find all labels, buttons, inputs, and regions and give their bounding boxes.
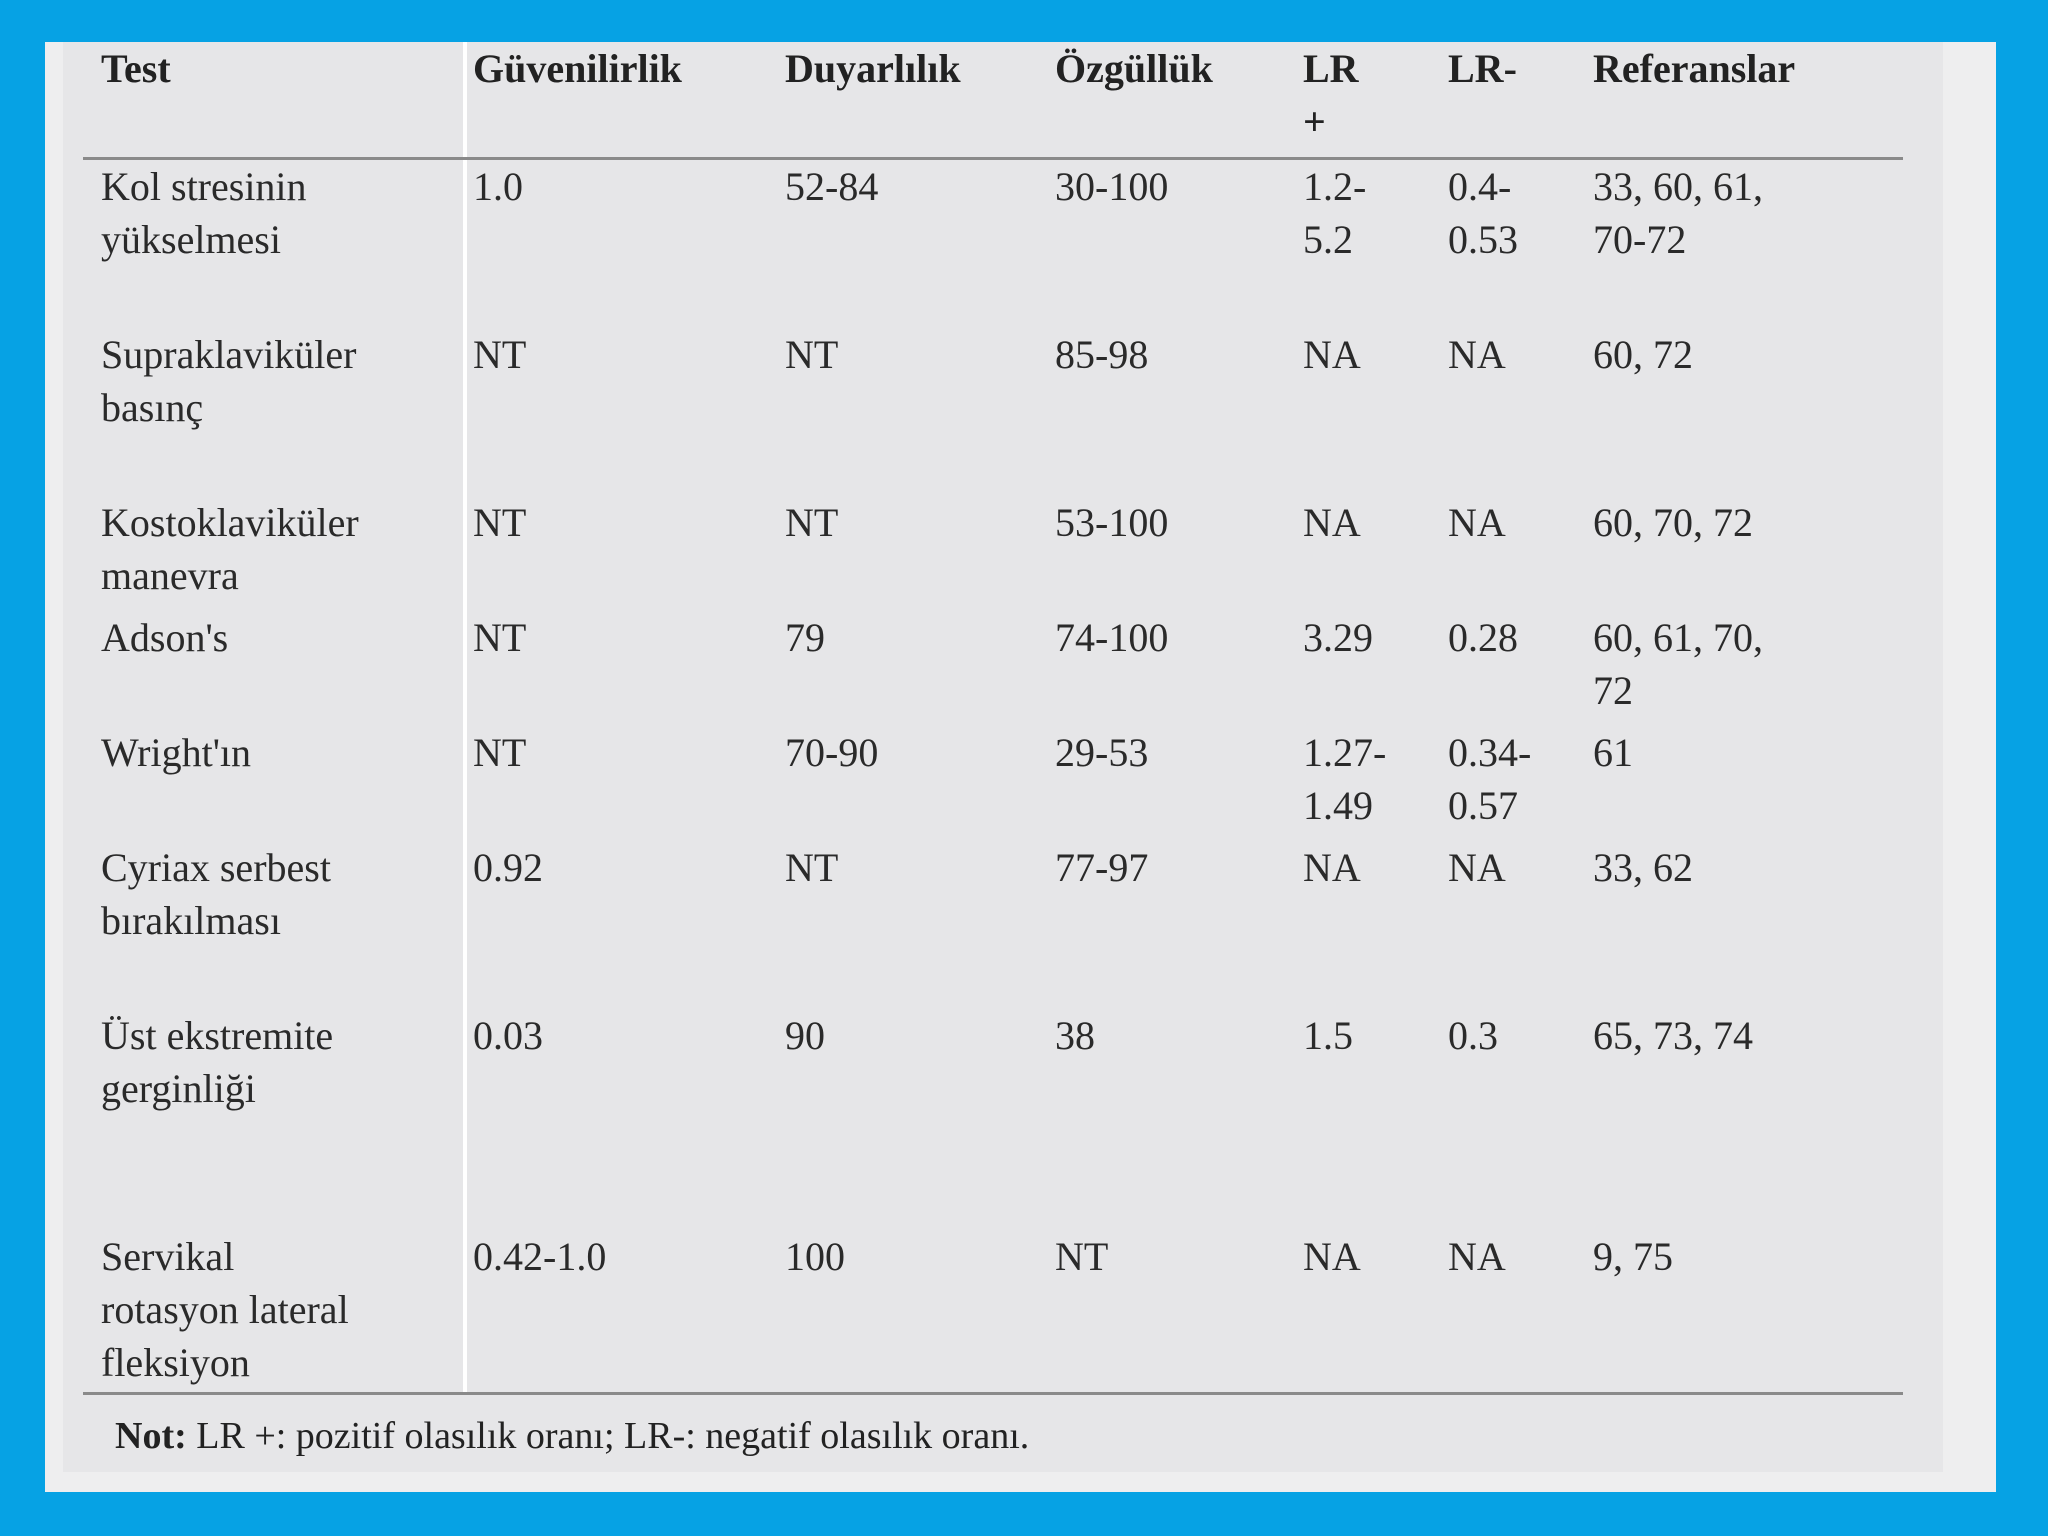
cell-sensitivity: 70-90: [785, 730, 879, 775]
cell-lr-minus: NA: [1448, 845, 1506, 890]
header-reliability: Güvenilirlik: [473, 46, 682, 91]
cell-sensitivity: 90: [785, 1013, 825, 1058]
cell-references: 9, 75: [1593, 1234, 1673, 1279]
cell-sensitivity: 52-84: [785, 164, 879, 209]
cell-sensitivity: NT: [785, 332, 839, 377]
cell-lr-plus: 1.2- 5.2: [1303, 164, 1367, 262]
cell-lr-minus: NA: [1448, 500, 1506, 545]
cell-lr-minus: 0.4- 0.53: [1448, 164, 1518, 262]
cell-reliability: 0.92: [473, 845, 543, 890]
cell-reliability: NT: [473, 615, 527, 660]
cell-lr-plus: 3.29: [1303, 615, 1373, 660]
cell-test: Wright'ın: [101, 730, 252, 775]
cell-references: 60, 61, 70, 72: [1593, 615, 1763, 713]
cell-test: Kostoklaviküler manevra: [101, 500, 359, 598]
header-sensitivity: Duyarlılık: [785, 46, 961, 91]
cell-lr-plus: NA: [1303, 332, 1361, 377]
cell-specificity: 38: [1055, 1013, 1095, 1058]
cell-lr-minus: NA: [1448, 1234, 1506, 1279]
cell-lr-plus: 1.5: [1303, 1013, 1353, 1058]
cell-specificity: 77-97: [1055, 845, 1149, 890]
cell-reliability: NT: [473, 730, 527, 775]
cell-test: Supraklaviküler basınç: [101, 332, 357, 430]
header-specificity: Özgüllük: [1055, 46, 1213, 91]
cell-specificity: 53-100: [1055, 500, 1169, 545]
cell-lr-plus: NA: [1303, 845, 1361, 890]
cell-test: Cyriax serbest bırakılması: [101, 845, 331, 943]
header-references: Referanslar: [1593, 46, 1796, 91]
cell-references: 61: [1593, 730, 1633, 775]
cell-specificity: 29-53: [1055, 730, 1149, 775]
cell-test: Üst ekstremite gerginliği: [101, 1013, 334, 1111]
footnote-label: Not:: [115, 1415, 187, 1457]
cell-reliability: NT: [473, 500, 527, 545]
cell-sensitivity: 100: [785, 1234, 845, 1279]
cell-test: Servikal rotasyon lateral fleksiyon: [101, 1234, 349, 1385]
cell-specificity: NT: [1055, 1234, 1109, 1279]
cell-test: Kol stresinin yükselmesi: [101, 164, 307, 262]
cell-references: 33, 60, 61, 70-72: [1593, 164, 1763, 262]
cell-reliability: 0.03: [473, 1013, 543, 1058]
cell-lr-plus: 1.27- 1.49: [1303, 730, 1387, 828]
cell-sensitivity: 79: [785, 615, 825, 660]
cell-references: 60, 72: [1593, 332, 1693, 377]
cell-lr-minus: NA: [1448, 332, 1506, 377]
header-test: Test: [101, 46, 171, 91]
cell-lr-plus: NA: [1303, 1234, 1361, 1279]
header-lr-minus: LR-: [1448, 46, 1517, 91]
cell-references: 65, 73, 74: [1593, 1013, 1753, 1058]
cell-lr-minus: 0.34- 0.57: [1448, 730, 1532, 828]
cell-sensitivity: NT: [785, 845, 839, 890]
header-lr-plus: LR +: [1303, 46, 1359, 144]
cell-specificity: 30-100: [1055, 164, 1169, 209]
slide-panel: Test Güvenilirlik Duyarlılık Özgüllük LR…: [45, 42, 1996, 1492]
data-table: Test Güvenilirlik Duyarlılık Özgüllük LR…: [63, 42, 1943, 1472]
cell-sensitivity: NT: [785, 500, 839, 545]
cell-specificity: 85-98: [1055, 332, 1149, 377]
cell-specificity: 74-100: [1055, 615, 1169, 660]
table-footnote: Not: LR +: pozitif olasılık oranı; LR-: …: [115, 1414, 1029, 1458]
footer-rule: [83, 1392, 1903, 1395]
cell-lr-plus: NA: [1303, 500, 1361, 545]
cell-lr-minus: 0.3: [1448, 1013, 1498, 1058]
cell-references: 60, 70, 72: [1593, 500, 1753, 545]
cell-test: Adson's: [101, 615, 229, 660]
cell-references: 33, 62: [1593, 845, 1693, 890]
header-rule: [83, 157, 1903, 160]
cell-lr-minus: 0.28: [1448, 615, 1518, 660]
column-divider: [463, 42, 467, 1392]
cell-reliability: 1.0: [473, 164, 523, 209]
cell-reliability: 0.42-1.0: [473, 1234, 607, 1279]
footnote-text: LR +: pozitif olasılık oranı; LR-: negat…: [186, 1415, 1030, 1457]
cell-reliability: NT: [473, 332, 527, 377]
